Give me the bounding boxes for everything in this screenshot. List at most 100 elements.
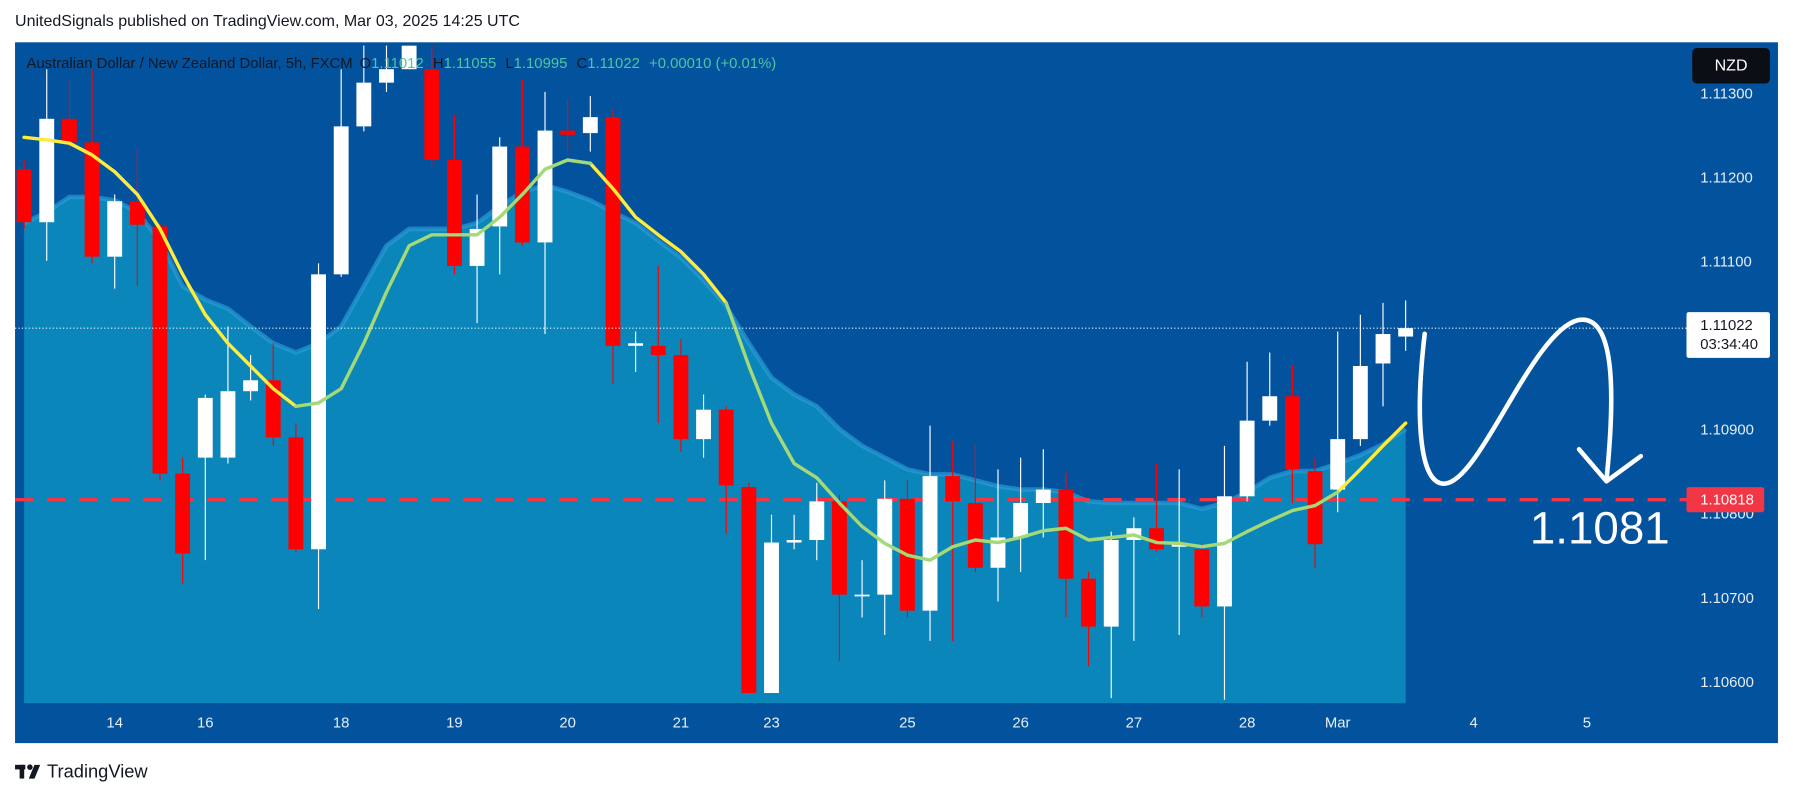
candle-body	[243, 380, 259, 392]
candle-body	[220, 391, 236, 458]
level-label-box	[1686, 487, 1765, 513]
candle-body	[537, 130, 553, 243]
candle-body	[1239, 420, 1255, 497]
x-tick-label: 26	[1012, 716, 1029, 732]
legend-l-value: 1.10995	[514, 56, 568, 72]
candle-body	[1058, 489, 1074, 579]
x-tick-label: 25	[899, 716, 916, 732]
legend-h-value: 1.11055	[444, 56, 497, 72]
arrow-head	[1576, 447, 1644, 484]
level-label: 1.10818	[1700, 493, 1754, 509]
legend-o-label: O	[360, 56, 372, 72]
x-tick-label: 16	[197, 716, 214, 732]
currency-badge	[1692, 48, 1770, 84]
candle-body	[107, 201, 123, 257]
legend-title: Australian Dollar / New Zealand Dollar, …	[26, 56, 352, 72]
x-tick-label: 28	[1239, 716, 1256, 732]
candle-body	[1262, 396, 1278, 421]
candle-body	[1375, 334, 1391, 364]
candle-body	[175, 473, 191, 554]
candle-body	[1171, 544, 1187, 547]
x-tick-label: 20	[559, 716, 576, 732]
drawn-arrow	[1417, 317, 1614, 486]
candle-body	[1194, 549, 1210, 607]
candle-body	[832, 501, 847, 595]
x-tick-label: 21	[673, 716, 690, 732]
candle-body	[424, 69, 440, 161]
candle-body	[1035, 489, 1051, 504]
axis-layer: 1.106001.107001.108001.109001.111001.112…	[106, 86, 1770, 732]
y-tick-label: 1.10900	[1700, 423, 1754, 439]
legend-c-label: C	[577, 56, 588, 72]
x-tick-label: 27	[1126, 716, 1143, 732]
candle-body	[764, 542, 779, 694]
area-edge	[23, 182, 1407, 512]
candle-body	[84, 142, 100, 257]
x-tick-label: 23	[763, 716, 780, 732]
candle-body	[1149, 528, 1164, 550]
candle-body	[356, 82, 372, 127]
x-tick-label: 4	[1469, 716, 1477, 732]
candle-body	[333, 126, 349, 275]
candle-body	[673, 355, 689, 440]
candle-body	[786, 540, 802, 543]
candle-body	[628, 343, 644, 346]
candle-body	[696, 409, 711, 440]
brand-logo	[15, 764, 41, 779]
candle-body	[560, 130, 576, 135]
candle-body	[922, 476, 938, 611]
legend-h-label: H	[433, 56, 444, 72]
candle-body	[288, 437, 304, 550]
y-tick-label: 1.11300	[1700, 86, 1753, 102]
candle-body	[809, 501, 825, 541]
candle-body	[379, 69, 394, 83]
candle-body	[741, 487, 757, 694]
candle-body	[39, 118, 55, 223]
candle-body	[16, 169, 32, 223]
candle-body	[1103, 540, 1119, 627]
currency-label: NZD	[1715, 58, 1748, 75]
candle-body	[446, 160, 462, 266]
candle-body	[854, 594, 870, 597]
indicator-line	[294, 158, 1340, 562]
candle-body	[990, 537, 1006, 568]
legend-change: +0.00010 (+0.01%)	[649, 56, 776, 72]
candle-body	[1217, 496, 1232, 607]
candle-body	[311, 274, 326, 550]
legend-c-value: 1.11022	[587, 56, 640, 72]
candle-body	[1013, 503, 1029, 538]
price-label-box	[1686, 312, 1770, 358]
candle-body	[718, 409, 734, 486]
candle-body	[1352, 365, 1368, 440]
candle-body	[1330, 439, 1346, 490]
legend: Australian Dollar / New Zealand Dollar, …	[26, 56, 776, 72]
candle-body	[1284, 396, 1300, 470]
y-tick-label: 1.10600	[1700, 675, 1754, 691]
legend-o-value: 1.11012	[371, 56, 424, 72]
x-tick-label: 14	[106, 716, 123, 732]
y-tick-label: 1.10700	[1700, 591, 1754, 607]
candle-body	[1307, 471, 1323, 545]
x-tick-label: 18	[333, 716, 350, 732]
header-text: UnitedSignals published on TradingView.c…	[15, 13, 520, 30]
candle-body	[129, 201, 145, 225]
target-annotation: 1.1081	[1530, 503, 1670, 554]
x-tick-label: Mar	[1325, 716, 1351, 732]
candle-body	[877, 498, 893, 595]
indicator-line	[22, 135, 1408, 494]
candle-body	[945, 476, 961, 502]
candle-body	[1398, 328, 1414, 337]
candle-body	[650, 345, 666, 356]
candle-body	[61, 118, 77, 143]
y-tick-label: 1.11100	[1700, 254, 1752, 270]
candle-body	[967, 503, 983, 568]
candle-body	[197, 397, 213, 458]
candle-body	[582, 117, 598, 134]
candle-body	[469, 228, 485, 266]
lines-layer	[15, 135, 1687, 562]
candle-body	[605, 117, 621, 346]
price-label: 1.11022	[1700, 318, 1753, 334]
candle-body	[492, 146, 508, 227]
